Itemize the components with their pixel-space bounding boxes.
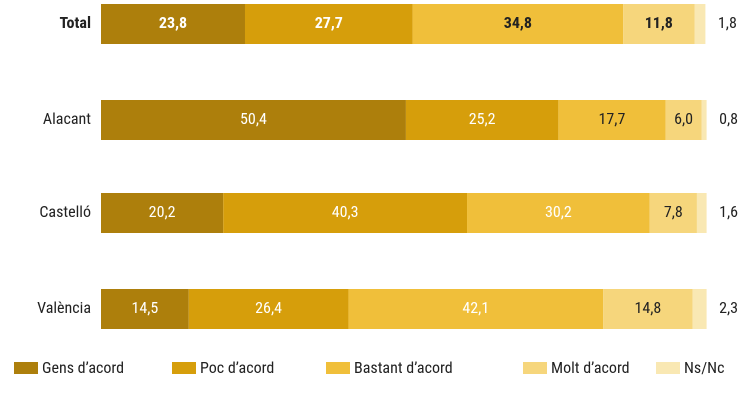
y-tick-label: València xyxy=(37,298,91,317)
legend-label: Gens d’acord xyxy=(42,358,124,377)
bar-segment xyxy=(188,289,349,329)
legend-label: Poc d’acord xyxy=(200,358,274,377)
value-label: 25,2 xyxy=(469,109,496,128)
value-label: 50,4 xyxy=(240,109,267,128)
bar-segment xyxy=(101,100,406,140)
legend-swatch xyxy=(656,362,680,374)
bar-segment xyxy=(223,193,468,233)
value-label: 42,1 xyxy=(462,298,489,317)
value-label: 6,0 xyxy=(674,109,693,128)
value-label: 40,3 xyxy=(332,202,359,221)
bar-segment xyxy=(467,193,650,233)
bar-segment xyxy=(649,193,697,233)
value-label: 30,2 xyxy=(545,202,572,221)
value-label: 20,2 xyxy=(149,202,176,221)
value-label: 2,3 xyxy=(719,298,738,317)
legend-label: Ns/Nc xyxy=(684,358,724,377)
value-label: 1,8 xyxy=(718,13,737,32)
bar-segment xyxy=(665,100,702,140)
value-label: 14,5 xyxy=(131,298,158,317)
bar-segment xyxy=(244,4,413,44)
bar-segment xyxy=(558,100,666,140)
value-label: 11,8 xyxy=(645,13,673,32)
value-label: 27,7 xyxy=(315,13,343,32)
bar-segment xyxy=(701,100,707,140)
value-label: 1,6 xyxy=(719,202,738,221)
bar-segment xyxy=(405,100,559,140)
bar-segment xyxy=(692,289,707,329)
value-label: 26,4 xyxy=(255,298,282,317)
value-label: 7,8 xyxy=(664,202,683,221)
y-tick-label: Castelló xyxy=(39,202,91,221)
bar-segment xyxy=(696,193,707,233)
bar-segment xyxy=(101,4,245,44)
bar-segment xyxy=(694,4,706,44)
legend-label: Molt d’acord xyxy=(551,358,630,377)
value-label: 34,8 xyxy=(504,13,532,32)
bar-segment xyxy=(603,289,693,329)
value-label: 23,8 xyxy=(159,13,187,32)
legend-label: Bastant d’acord xyxy=(354,358,453,377)
y-tick-label: Total xyxy=(59,13,91,32)
bar-segment xyxy=(412,4,624,44)
bar-segment xyxy=(348,289,604,329)
bar-segment xyxy=(101,289,189,329)
bar-segment xyxy=(623,4,695,44)
value-label: 0,8 xyxy=(719,109,738,128)
legend-swatch xyxy=(172,362,196,374)
legend-swatch xyxy=(523,362,547,374)
value-label: 14,8 xyxy=(634,298,661,317)
legend-swatch xyxy=(326,362,350,374)
legend-swatch xyxy=(14,362,38,374)
value-label: 17,7 xyxy=(599,109,626,128)
y-tick-label: Alacant xyxy=(43,109,91,128)
bar-segment xyxy=(101,193,224,233)
